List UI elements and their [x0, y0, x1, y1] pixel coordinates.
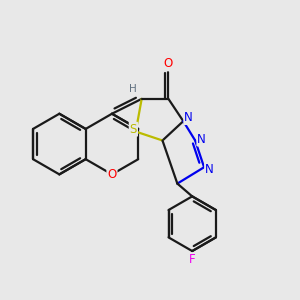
Text: F: F: [189, 254, 196, 266]
Text: S: S: [130, 123, 137, 136]
Text: O: O: [107, 168, 117, 181]
Text: H: H: [130, 84, 137, 94]
Text: N: N: [197, 133, 206, 146]
Text: O: O: [164, 57, 173, 70]
Text: N: N: [205, 163, 214, 176]
Text: N: N: [184, 111, 193, 124]
